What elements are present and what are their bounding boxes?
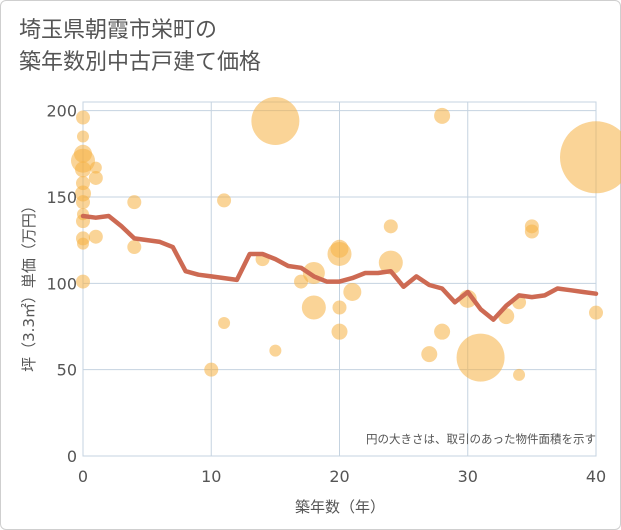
data-bubble: [127, 240, 142, 255]
data-bubble: [217, 193, 232, 208]
data-bubble: [434, 107, 451, 124]
y-tick-label: 200: [46, 102, 77, 121]
grid: [82, 101, 597, 457]
y-tick-label: 100: [46, 274, 77, 293]
y-tick-label: 0: [67, 447, 77, 466]
data-bubble: [75, 161, 91, 178]
y-axis-label: 坪（3.3㎡）単価（万円）: [20, 198, 38, 372]
data-bubble: [77, 130, 89, 143]
data-bubble: [343, 282, 362, 301]
data-bubble: [269, 344, 282, 357]
data-bubble: [127, 195, 142, 210]
data-bubble: [331, 323, 348, 340]
data-bubble: [89, 161, 102, 174]
average-line-layer: [80, 213, 599, 322]
x-tick-label: 10: [201, 467, 221, 486]
bubbles: [71, 96, 621, 382]
data-bubble: [251, 96, 300, 145]
size-annotation: 円の大きさは、取引のあった物件面積を示す: [366, 432, 596, 446]
x-tick-label: 0: [78, 467, 88, 486]
x-axis-label: 築年数（年）: [295, 498, 385, 516]
data-bubble: [378, 250, 403, 275]
data-bubble: [589, 305, 603, 320]
data-bubble: [88, 229, 103, 244]
axes: 0 10 20 30 40 0 50 100 150 200: [46, 102, 606, 486]
data-bubble: [88, 170, 103, 185]
data-bubble: [327, 241, 352, 266]
data-bubble: [301, 295, 326, 320]
average-price-line: [80, 213, 599, 322]
data-bubble: [77, 237, 89, 250]
title-line-2: 築年数別中古戸建て価格: [19, 50, 262, 75]
x-tick-label: 40: [586, 467, 606, 486]
data-bubble: [560, 121, 621, 194]
x-tick-label: 30: [458, 467, 478, 486]
data-bubble: [218, 317, 231, 330]
data-bubble: [204, 362, 219, 377]
y-tick-label: 50: [57, 361, 77, 380]
data-bubble: [421, 346, 438, 363]
data-bubble: [513, 368, 526, 381]
data-bubble: [524, 224, 539, 239]
y-tick-label: 150: [46, 188, 77, 207]
data-bubble: [76, 274, 90, 289]
data-bubble: [456, 333, 505, 382]
data-bubble: [332, 300, 347, 315]
data-bubble: [76, 195, 90, 210]
title-line-1: 埼玉県朝霞市栄町の: [19, 18, 218, 43]
chart-title: 埼玉県朝霞市栄町の 築年数別中古戸建て価格: [19, 15, 261, 79]
data-bubble: [76, 110, 90, 125]
data-bubble: [434, 323, 451, 340]
x-tick-label: 20: [329, 467, 349, 486]
data-bubble: [383, 219, 398, 234]
